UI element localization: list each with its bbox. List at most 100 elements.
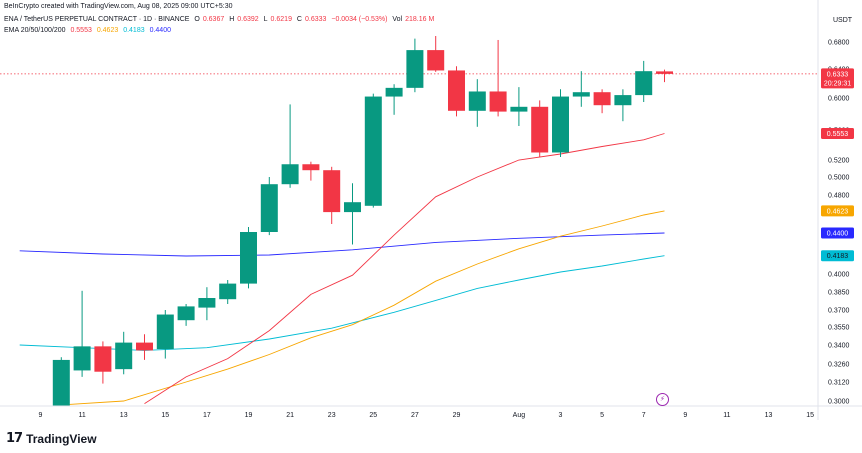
candle [260,177,278,236]
y-tick-label: 0.6000 [828,96,850,103]
x-tick-label: 15 [806,412,814,419]
candle [94,341,112,384]
candle-body [385,87,403,97]
x-tick-label: 9 [683,412,687,419]
candle [177,304,195,326]
last-price-badge-text: 0.6333 [827,71,849,78]
candle-body [427,50,445,71]
candle-body [468,91,486,111]
candle-body [614,95,632,106]
currency-label: USDT [833,17,853,24]
candle [344,183,361,245]
x-tick-label: 13 [765,412,773,419]
ema100-value: 0.4183 [123,27,145,34]
candle-body [260,184,278,232]
y-tick-label: 0.4000 [828,272,850,279]
open-label: O [194,16,200,23]
high-label: H [229,16,235,23]
x-tick-label: 17 [203,412,211,419]
x-tick-label: 15 [161,412,169,419]
close-label: C [296,16,302,23]
change-value: −0.0034 (−0.53%) [331,16,388,23]
y-tick-label: 0.3120 [828,380,850,387]
candle-body [52,359,70,406]
x-tick-label: 13 [120,412,128,419]
tradingview-mark-icon: 𝟭𝟳 [6,431,23,446]
candle-body [281,164,299,185]
ema100-badge [821,250,854,262]
candle [73,290,91,377]
candle [489,39,507,117]
x-tick-label: 27 [411,412,419,419]
candle [406,38,424,93]
x-tick-label: 7 [642,412,646,419]
candle [219,280,237,304]
ema50-line [61,210,665,406]
candle [156,310,174,359]
open-value: 0.6367 [202,16,225,23]
low-value: 0.6219 [270,16,292,23]
ema50-badge-text: 0.4623 [827,208,849,215]
candle-body [240,232,257,284]
x-tick-label: 23 [328,412,336,419]
x-tick-label: 11 [78,412,85,419]
y-tick-label: 0.4800 [828,193,850,200]
ema20-badge-text: 0.5553 [827,131,849,138]
candle-body [531,106,549,153]
high-value: 0.6392 [237,16,259,23]
ohlc-legend: ENA / TetherUS PERPETUAL CONTRACT · 1D ·… [4,16,437,23]
y-tick-label: 0.3700 [828,308,850,315]
candle [614,89,632,122]
candle-body [406,50,424,88]
ema-legend-label: EMA 20/50/100/200 [4,27,66,34]
last-price-badge [821,68,854,89]
ema20-badge [821,128,854,140]
candle [115,331,133,375]
last-price-badge-countdown: 20:29:31 [824,80,851,87]
ema20-line [144,133,665,404]
candle [385,84,403,115]
x-tick-label: 29 [453,412,461,419]
y-tick-label: 0.3850 [828,290,850,297]
volume-value: 218.16 M [405,16,435,23]
lightning-icon[interactable]: ⚡ [656,393,669,406]
x-tick-label: 25 [369,412,377,419]
y-tick-label: 0.5000 [828,175,850,182]
candle-body [552,96,569,153]
y-tick-label: 0.3550 [828,325,850,332]
candle [552,89,569,157]
candle [468,79,486,127]
candle [572,71,590,107]
price-badges: 0.6333 20:29:31 0.5553 0.4623 0.4400 0.4183 [821,68,854,262]
candle [635,60,653,102]
ema50-badge [821,205,854,217]
candle-body [344,202,361,213]
candle [510,87,528,126]
x-tick-label: Aug [513,412,526,419]
candle [656,69,673,83]
candle [323,166,341,224]
logo-text: TradingView [26,431,97,446]
volume-label: Vol [392,16,403,23]
ema200-value: 0.4400 [149,27,171,34]
candle [240,227,257,289]
tradingview-logo: 𝟭𝟳 TradingView [6,431,97,446]
ema20-value: 0.5553 [70,27,92,34]
y-tick-label: 0.5200 [828,158,850,165]
candle [593,89,611,114]
chart-credit: BeInCrypto created with TradingView.com,… [4,3,233,10]
candle-body [156,314,174,350]
candle-body [656,71,673,74]
x-tick-label: 9 [39,412,43,419]
candle-body [302,164,320,171]
candle [198,287,216,321]
candle-body [115,342,133,370]
y-tick-label: 0.3400 [828,343,850,350]
candle-body [448,70,465,111]
ema-legend: EMA 20/50/100/200 0.5553 0.4623 0.4183 0… [4,27,174,34]
candle-body [136,342,153,351]
close-value: 0.6333 [304,16,327,23]
candle [364,93,382,208]
candle-body [489,91,507,112]
